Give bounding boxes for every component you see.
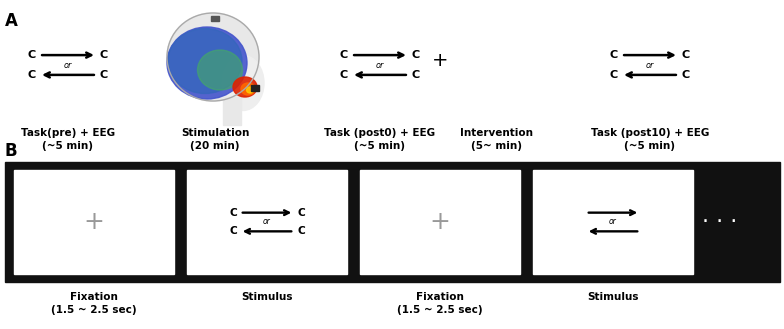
- Text: C: C: [28, 70, 36, 80]
- Text: Task (post0) + EEG
(~5 min): Task (post0) + EEG (~5 min): [325, 128, 436, 151]
- Ellipse shape: [233, 77, 257, 97]
- Ellipse shape: [222, 56, 264, 111]
- Text: C: C: [28, 50, 36, 60]
- Bar: [5, 162, 780, 282]
- Text: +: +: [84, 210, 104, 234]
- Text: Fixation
(1.5 ~ 2.5 sec): Fixation (1.5 ~ 2.5 sec): [51, 292, 137, 315]
- Text: or: or: [64, 61, 72, 69]
- Text: C: C: [297, 226, 305, 236]
- Bar: [14, 170, 174, 274]
- Text: C: C: [229, 226, 237, 236]
- Text: · · ·: · · ·: [702, 212, 738, 232]
- Bar: [533, 170, 693, 274]
- Ellipse shape: [241, 83, 255, 95]
- Text: Stimulus: Stimulus: [241, 292, 292, 302]
- Ellipse shape: [198, 50, 242, 90]
- Bar: [223, 97, 241, 125]
- Text: or: or: [646, 61, 654, 69]
- Bar: [251, 85, 259, 91]
- Text: B: B: [5, 142, 17, 160]
- Text: or: or: [263, 217, 271, 226]
- Text: C: C: [682, 50, 690, 60]
- Ellipse shape: [167, 13, 259, 101]
- Text: Task(pre) + EEG
(~5 min): Task(pre) + EEG (~5 min): [21, 128, 115, 151]
- Ellipse shape: [246, 87, 253, 93]
- Text: or: or: [609, 217, 617, 226]
- Text: C: C: [610, 50, 618, 60]
- Text: Intervention
(5~ min): Intervention (5~ min): [460, 128, 533, 151]
- Text: C: C: [610, 70, 618, 80]
- Text: C: C: [340, 50, 348, 60]
- Text: C: C: [100, 70, 108, 80]
- Text: or: or: [376, 61, 384, 69]
- Text: +: +: [430, 210, 451, 234]
- Text: Task (post10) + EEG
(~5 min): Task (post10) + EEG (~5 min): [591, 128, 710, 151]
- Text: C: C: [412, 50, 420, 60]
- Text: Fixation
(1.5 ~ 2.5 sec): Fixation (1.5 ~ 2.5 sec): [397, 292, 483, 315]
- Text: C: C: [682, 70, 690, 80]
- Text: A: A: [5, 12, 18, 30]
- Text: C: C: [412, 70, 420, 80]
- Text: C: C: [100, 50, 108, 60]
- Text: C: C: [297, 208, 305, 218]
- Text: C: C: [340, 70, 348, 80]
- Ellipse shape: [168, 29, 242, 93]
- Ellipse shape: [167, 27, 247, 99]
- Bar: [187, 170, 347, 274]
- Bar: [360, 170, 520, 274]
- Text: +: +: [432, 50, 448, 69]
- Bar: [211, 16, 219, 21]
- Text: Stimulus: Stimulus: [587, 292, 639, 302]
- Text: Stimulation
(20 min): Stimulation (20 min): [181, 128, 249, 151]
- Text: C: C: [229, 208, 237, 218]
